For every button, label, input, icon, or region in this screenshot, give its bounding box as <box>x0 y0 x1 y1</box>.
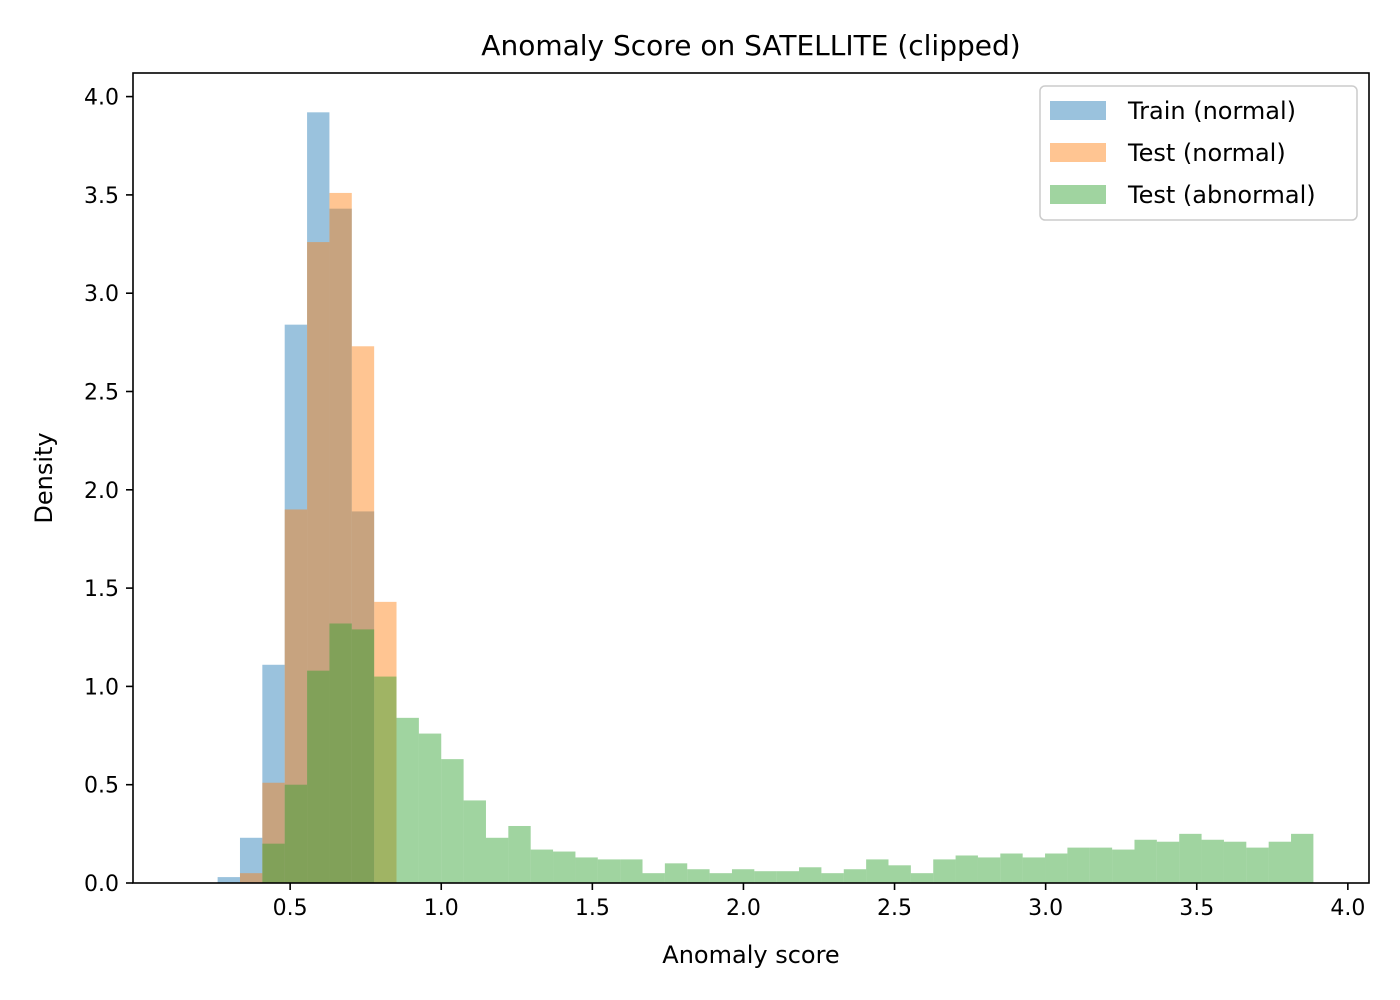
histogram-bar <box>1022 857 1046 883</box>
histogram-bar <box>642 873 665 883</box>
x-tick-label: 2.5 <box>877 896 912 921</box>
histogram-bar <box>1089 847 1113 883</box>
histogram-bar <box>620 859 643 883</box>
histogram-bar <box>239 837 263 883</box>
histogram-bar <box>1179 833 1202 883</box>
histogram-bar <box>664 863 688 883</box>
legend-label: Test (abnormal) <box>1127 181 1316 209</box>
histogram-bar <box>799 867 822 883</box>
series-1-bars <box>217 112 375 883</box>
legend-swatch <box>1050 101 1106 120</box>
histogram-bar <box>553 851 576 883</box>
histogram-bar <box>262 843 285 883</box>
x-tick-label: 1.0 <box>424 896 459 921</box>
histogram-bar <box>977 857 1001 883</box>
chart-title: Anomaly Score on SATELLITE (clipped) <box>481 29 1020 62</box>
histogram-bar <box>396 717 419 883</box>
legend-label: Test (normal) <box>1127 139 1286 167</box>
x-tick-label: 4.0 <box>1330 896 1365 921</box>
histogram-bar <box>776 871 800 883</box>
histogram-bar <box>933 859 956 883</box>
histogram-bar <box>1291 833 1314 883</box>
series-3-bars <box>262 623 1314 883</box>
histogram-bar <box>1000 853 1023 883</box>
y-tick-label: 4.0 <box>84 86 119 111</box>
histogram-bar <box>1134 839 1157 883</box>
histogram-bar <box>821 873 844 883</box>
histogram-bar <box>597 859 621 883</box>
histogram-bar <box>217 877 240 883</box>
histogram-bar <box>1246 847 1269 883</box>
series-2-bars <box>239 192 397 883</box>
x-axis-label: Anomaly score <box>662 941 839 969</box>
histogram-bar <box>284 784 308 883</box>
histogram-bar <box>687 869 710 883</box>
histogram-bar <box>351 511 375 883</box>
histogram-bar <box>575 857 598 883</box>
histogram-bar <box>307 670 330 883</box>
legend-swatch <box>1050 143 1106 162</box>
histogram-bar <box>731 869 755 883</box>
histogram-bar <box>418 733 442 883</box>
bars-layer <box>217 112 1314 883</box>
histogram-bar <box>754 871 777 883</box>
histogram-bar <box>843 869 867 883</box>
y-tick-label: 2.5 <box>84 380 119 405</box>
y-tick-label: 3.5 <box>84 184 119 209</box>
histogram-bar <box>709 873 732 883</box>
histogram-bar <box>374 601 397 883</box>
x-tick-label: 3.5 <box>1179 896 1214 921</box>
histogram-bar <box>329 208 352 883</box>
histogram-bar <box>284 324 308 883</box>
histogram-bar <box>1045 853 1068 883</box>
histogram-bar <box>351 346 375 883</box>
y-tick-label: 1.0 <box>84 675 119 700</box>
x-tick-label: 1.5 <box>575 896 610 921</box>
legend: Train (normal) Test (normal) Test (abnorma… <box>1039 85 1358 221</box>
histogram-bar <box>955 855 978 883</box>
y-axis: 0.0 0.5 1.0 1.5 2.0 2.5 3.0 3.5 4.0 <box>84 86 133 897</box>
histogram-bar <box>530 849 554 883</box>
histogram-bar <box>307 112 330 883</box>
y-axis-label: Density <box>30 432 58 523</box>
histogram-bar <box>262 664 285 883</box>
y-tick-label: 3.0 <box>84 282 119 307</box>
histogram-bar <box>329 623 352 883</box>
histogram-bar <box>485 837 509 883</box>
histogram-bar <box>374 676 397 883</box>
plot-frame <box>132 72 1370 884</box>
y-tick-label: 0.5 <box>84 774 119 799</box>
x-axis: 0.5 1.0 1.5 2.0 2.5 3.0 3.5 4.0 <box>273 883 1365 921</box>
histogram-bar <box>239 873 263 883</box>
histogram-bar <box>1112 849 1135 883</box>
legend-label: Train (normal) <box>1127 97 1296 125</box>
histogram-bar <box>284 509 308 883</box>
histogram-bar <box>329 192 352 883</box>
legend-box <box>1039 85 1358 221</box>
histogram-bar <box>910 873 934 883</box>
histogram-bar <box>351 629 375 883</box>
histogram-bar <box>866 859 889 883</box>
histogram-bar <box>1268 841 1292 883</box>
histogram-bar <box>1201 839 1224 883</box>
histogram-bar <box>262 782 285 883</box>
x-tick-label: 0.5 <box>273 896 308 921</box>
y-tick-label: 1.5 <box>84 577 119 602</box>
histogram-bar <box>307 242 330 883</box>
histogram-bar <box>441 759 464 883</box>
histogram-bar <box>1156 841 1180 883</box>
y-tick-label: 0.0 <box>84 872 119 897</box>
histogram-bar <box>508 825 531 883</box>
y-tick-label: 2.0 <box>84 479 119 504</box>
legend-swatch <box>1050 185 1106 204</box>
x-tick-label: 2.0 <box>726 896 761 921</box>
histogram-bar <box>888 865 911 883</box>
histogram-bar <box>1223 841 1247 883</box>
x-tick-label: 3.0 <box>1028 896 1063 921</box>
histogram-bar <box>1067 847 1090 883</box>
histogram-bar <box>463 800 486 883</box>
